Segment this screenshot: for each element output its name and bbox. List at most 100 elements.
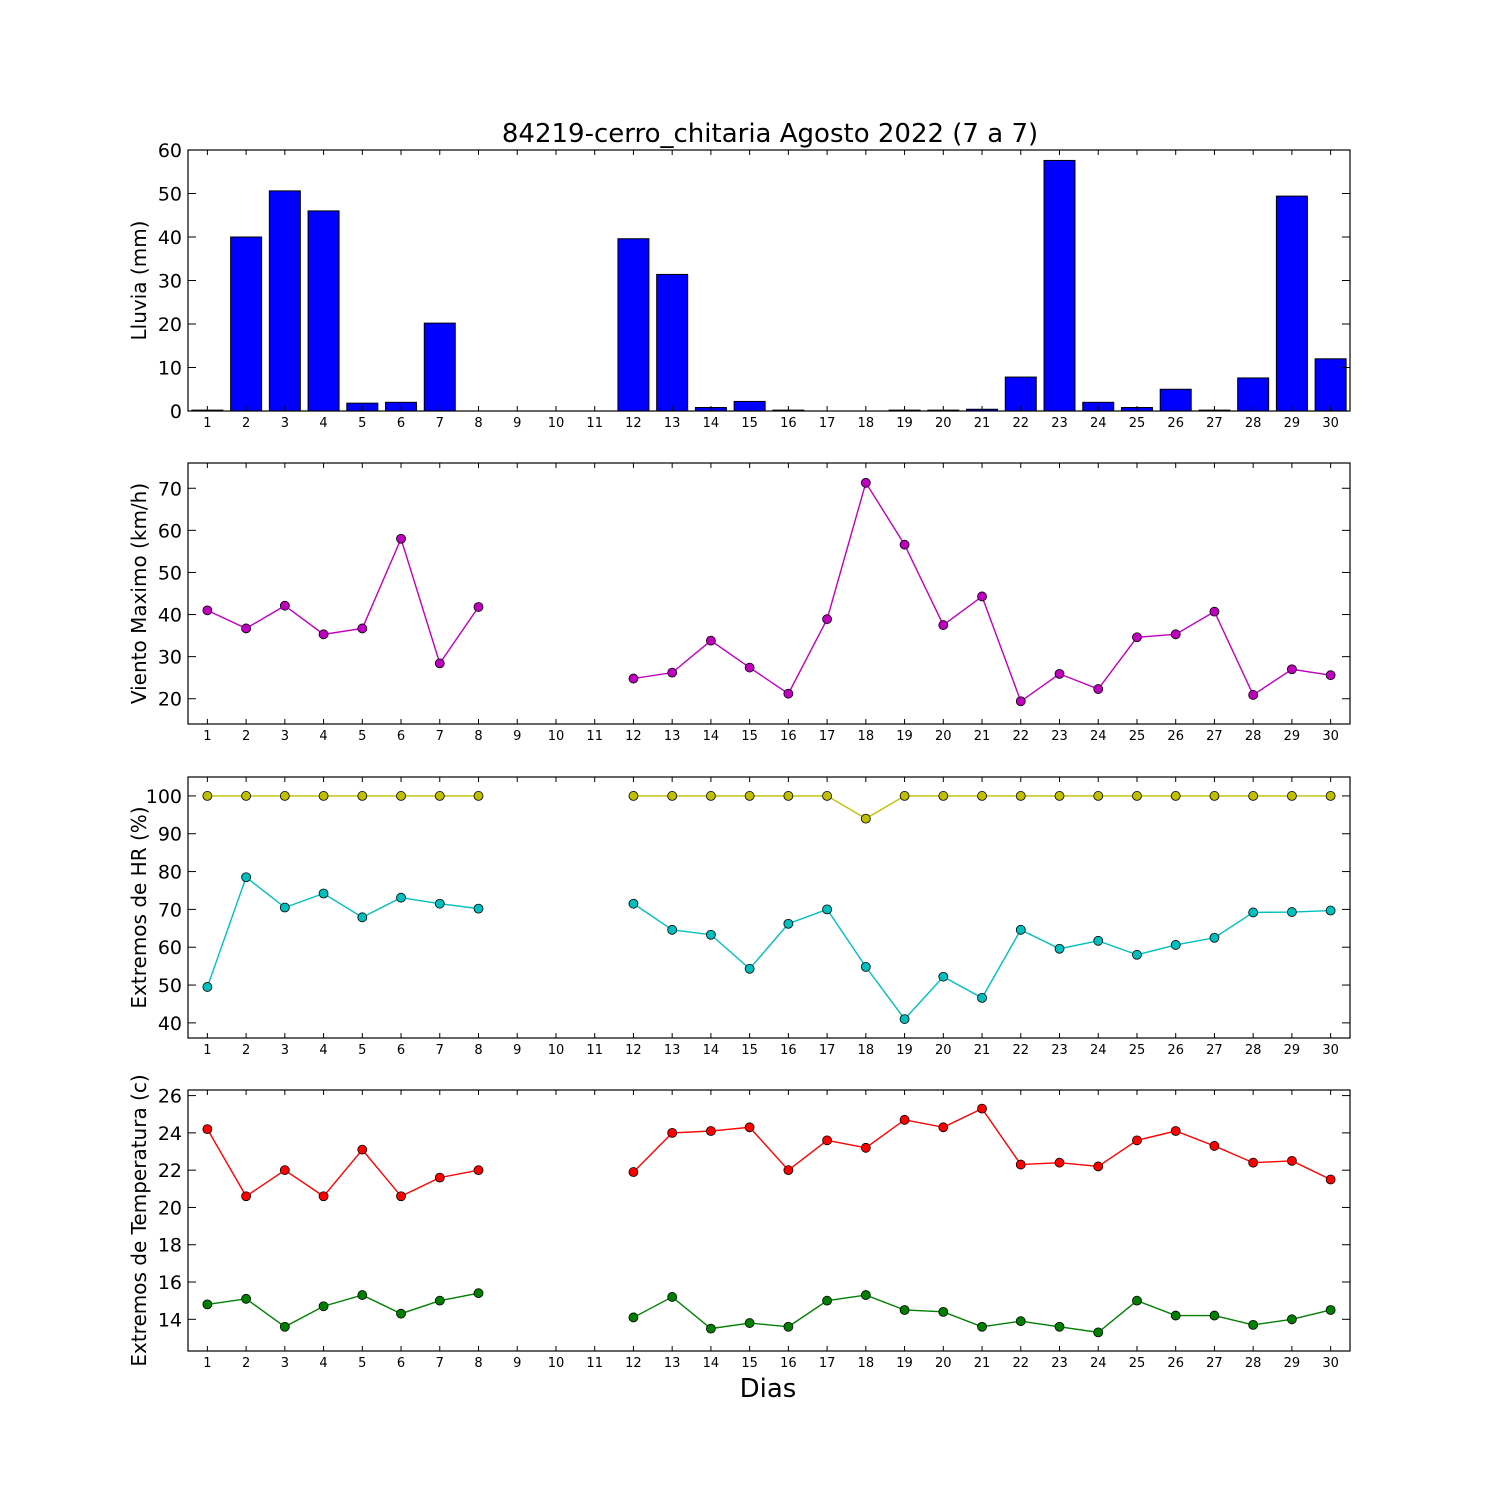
x-tick-label: 27 [1206,729,1223,744]
x-tick-label: 18 [858,729,875,744]
x-tick-label: 21 [974,729,991,744]
hr-min-point [473,903,484,914]
x-tick-label: 23 [1051,416,1068,431]
temp-min-point [279,1321,290,1332]
x-tick-label: 7 [436,1043,444,1058]
hr-max-point [434,791,445,801]
axes-frame [187,1089,1351,1352]
x-tick-label: 13 [664,416,681,431]
x-tick-label: 28 [1245,1356,1262,1371]
temp-min-point [473,1288,484,1299]
wind-point [1132,632,1142,643]
hr-min-point [357,912,368,923]
x-tick-label: 12 [625,729,642,744]
x-tick-label: 29 [1284,1043,1301,1058]
hr-min-point [1248,907,1259,918]
wind-point [1015,696,1026,707]
wind-point [1170,629,1181,640]
y-tick-label: 60 [158,140,182,162]
axes-frame [187,462,1351,725]
x-tick-label: 10 [548,416,565,431]
y-tick-label: 40 [158,605,182,627]
hr-min-point [241,872,252,883]
temp-min-point [241,1293,252,1304]
x-tick-label: 13 [664,1043,681,1058]
wind-point [1325,670,1336,681]
temp-min-point [899,1305,910,1315]
panel-humidity: 1 2 3 4 5 6 7 8 9 10 11 12 13 14 15 16 17 18 19 20 21 22 23 24 2… [127,776,1351,1058]
temp-max-point [899,1114,910,1125]
x-tick-label: 1 [203,416,211,431]
x-tick-label: 26 [1167,416,1184,431]
temp-min-point [396,1308,406,1319]
x-tick-label: 11 [586,416,603,431]
wind-point [241,623,252,634]
temp-min-point [202,1299,213,1310]
x-tick-label: 29 [1284,1356,1301,1371]
wind-line [207,536,480,665]
x-tick-label: 14 [703,1356,720,1371]
x-tick-label: 9 [513,729,521,744]
wind-point [977,591,987,602]
temp-min-point [744,1318,755,1328]
temp-max-point [977,1103,987,1114]
x-tick-label: 6 [397,1043,405,1058]
hr-min-point [1132,949,1142,960]
x-tick-label: 30 [1322,729,1339,744]
wind-point [783,688,794,699]
hr-max-point [938,791,949,801]
wind-point [822,614,832,625]
temp-min-point [1170,1310,1181,1321]
temp-max-point [241,1191,252,1202]
x-tick-label: 30 [1322,1356,1339,1371]
hr-min-point [899,1014,910,1024]
rain-bar [1314,358,1347,412]
hr-min-point [1093,935,1104,946]
y-tick-label: 22 [158,1160,182,1182]
hr-max-point [1054,791,1065,801]
wind-point [667,667,678,678]
x-tick-label: 16 [780,729,797,744]
x-tick-label: 9 [513,1043,521,1058]
panel-rain: 1 2 3 4 5 6 7 8 9 10 11 12 13 14 15 16 17 18 19 20 21 22 23 24 2… [127,140,1351,431]
x-tick-label: 23 [1051,1043,1068,1058]
hr-min-point [396,892,406,903]
x-tick-label: 5 [358,1356,366,1371]
temp-min-point [938,1306,949,1317]
y-tick-label: 16 [158,1272,182,1294]
x-tick-label: 20 [935,416,952,431]
chart-title: 84219-cerro_chitaria Agosto 2022 (7 a 7) [502,119,1038,149]
x-tick-label: 25 [1129,729,1146,744]
temp-max-point [1054,1157,1065,1168]
wind-point [202,605,213,616]
panel-temperature: 1 2 3 4 5 6 7 8 9 10 11 12 13 14 15 16 17 18 19 20 21 22 23 24 2… [127,1074,1351,1371]
x-tick-label: 29 [1284,729,1301,744]
hr-min-point [1325,905,1336,916]
rain-bar [1237,377,1270,412]
x-tick-label: 7 [436,1356,444,1371]
x-tick-label: 5 [358,729,366,744]
temp-max-line [632,1107,1331,1181]
x-tick-label: 24 [1090,1043,1107,1058]
hr-min-point [279,902,290,913]
x-tick-label: 21 [974,1043,991,1058]
hr-min-point [706,929,716,940]
axes-frame [187,776,1351,1039]
x-tick-label: 8 [474,1356,482,1371]
hr-max-point [822,791,832,801]
y-tick-label: 70 [158,899,182,921]
x-tick-label: 6 [397,729,405,744]
temp-max-point [783,1165,794,1176]
x-tick-label: 12 [625,1043,642,1058]
hr-min-point [628,898,639,909]
x-tick-label: 13 [664,729,681,744]
wind-point [899,539,910,550]
x-tick-label: 20 [935,729,952,744]
x-tick-label: 27 [1206,1356,1223,1371]
temp-max-point [357,1144,368,1155]
hr-min-point [977,993,987,1003]
temp-max-point [744,1122,755,1133]
hr-min-point [1170,940,1181,950]
y-tick-label: 90 [158,824,182,846]
x-tick-label: 3 [281,1356,289,1371]
